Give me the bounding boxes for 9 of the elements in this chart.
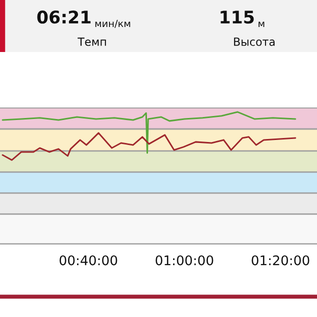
x-tick-label: 01:20:00	[252, 255, 310, 266]
text: м	[258, 22, 264, 28]
text: мин/км	[95, 20, 130, 28]
text: Темп	[78, 38, 106, 46]
text: Высота	[234, 38, 275, 46]
x-tick-label: 01:00:00	[156, 255, 214, 266]
text: 06:21	[37, 10, 91, 24]
text: 115	[220, 10, 254, 24]
x-tick-label: 00:40:00	[60, 255, 118, 266]
